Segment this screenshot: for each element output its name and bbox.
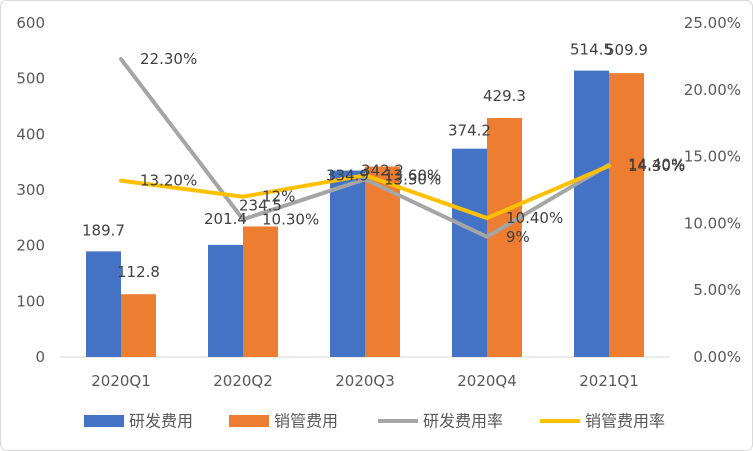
x-tick-label: 2020Q3 [335,372,395,390]
y-right-tick-label: 15.00% [684,148,741,166]
line-value-label-sga-expense-ratio: 13.20% [140,172,197,190]
bar-value-label-rd-expense: 334.9 [326,167,369,185]
line-sga-expense-ratio [119,163,611,221]
legend-label-sga-expense-ratio: 销管费用率 [585,412,665,431]
y-left-tick-label: 0 [35,348,45,366]
bar-rd-expense [208,244,243,357]
bar-rd-expense [574,70,609,357]
bar-value-label-sga-expense: 234.5 [239,196,282,214]
x-tick-label: 2020Q1 [91,372,151,390]
y-left-tick-label: 300 [16,181,45,199]
line-value-label-sga-expense-ratio: 13.60% [384,166,441,184]
legend-swatch-sga-expense [229,415,269,427]
line-value-label-sga-expense-ratio: 12% [262,188,295,206]
y-right-tick-label: 10.00% [684,214,741,232]
bar-value-label-sga-expense: 112.8 [117,263,160,281]
bar-value-label-rd-expense: 374.2 [448,122,491,140]
bar-rd-expense [330,170,365,357]
legend-swatch-rd-expense [84,415,124,427]
y-right-tick-label: 0.00% [693,348,741,366]
y-right-tick-label: 25.00% [684,14,741,32]
bar-value-label-sga-expense: 342.2 [361,162,404,180]
line-value-label-rd-expense-ratio: 13.30% [384,170,441,188]
y-right-tick-label: 20.00% [684,81,741,99]
x-tick-label: 2020Q4 [457,372,517,390]
line-value-label-sga-expense-ratio: 10.40% [506,209,563,227]
line-value-label-rd-expense-ratio: 22.30% [140,50,197,68]
bar-rd-expense [452,148,487,357]
bar-sga-expense [121,294,156,357]
y-left-tick-label: 200 [16,237,45,255]
bar-sga-expense [487,118,522,357]
bar-value-label-rd-expense: 514.5 [570,41,613,59]
y-right-tick-label: 5.00% [693,281,741,299]
line-value-label-rd-expense-ratio: 9% [506,228,530,246]
line-value-label-rd-expense-ratio: 10.30% [262,210,319,228]
bar-value-label-rd-expense: 201.4 [204,210,247,228]
x-tick-label: 2021Q1 [579,372,639,390]
legend-label-rd-expense-ratio: 研发费用率 [423,412,503,431]
bar-value-label-rd-expense: 189.7 [82,221,125,239]
line-value-label-rd-expense-ratio: 14.40% [628,156,685,174]
y-left-tick-label: 500 [16,70,45,88]
legend-label-rd-expense: 研发费用 [129,412,193,431]
bar-value-label-sga-expense: 509.9 [605,41,648,59]
bar-value-label-sga-expense: 429.3 [483,87,526,105]
legend-label-sga-expense: 销管费用 [274,412,338,431]
y-left-tick-label: 400 [16,125,45,143]
bar-sga-expense [365,166,400,357]
y-left-tick-label: 100 [16,292,45,310]
bar-sga-expense [243,226,278,357]
bar-rd-expense [86,251,121,357]
bar-sga-expense [609,73,644,357]
x-tick-label: 2020Q2 [213,372,273,390]
y-left-tick-label: 600 [16,14,45,32]
line-value-label-sga-expense-ratio: 14.30% [628,157,685,175]
line-rd-expense-ratio [119,57,611,239]
